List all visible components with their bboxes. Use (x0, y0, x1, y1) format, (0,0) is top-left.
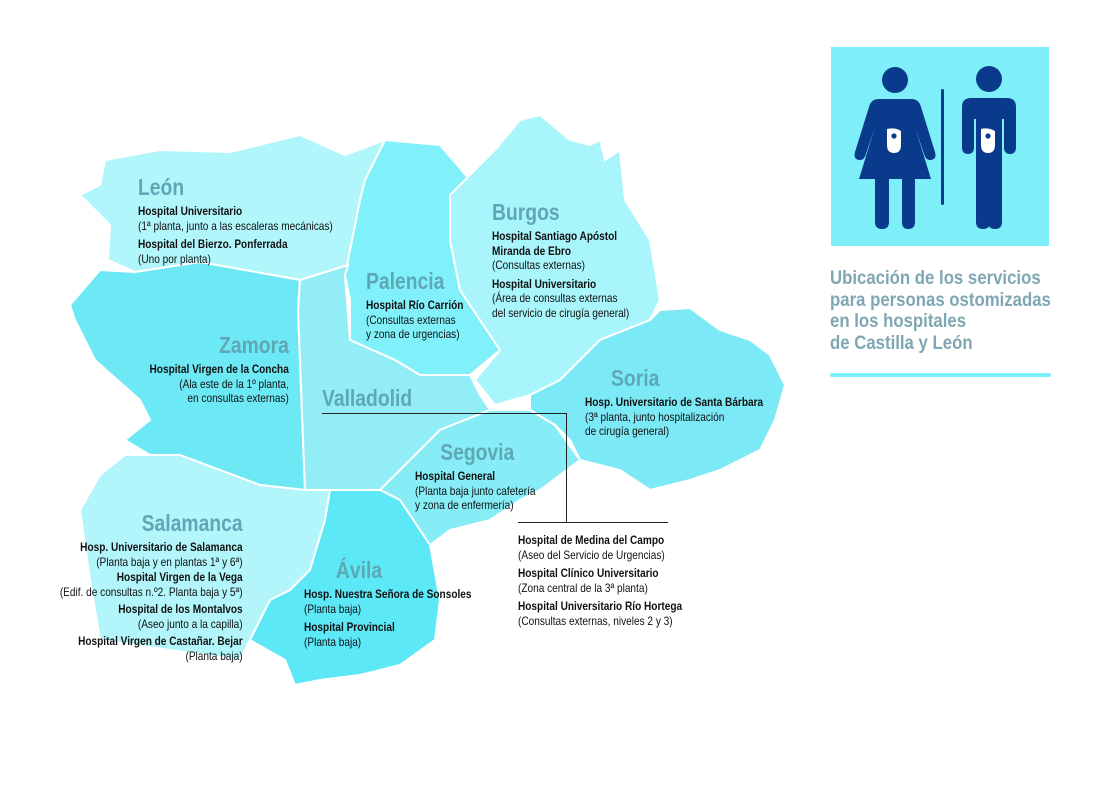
hospital-entry: Hosp. Universitario de Santa Bárbara (3ª … (585, 395, 764, 438)
province-label: Palencia (366, 268, 445, 294)
ostomy-bag-icon (887, 128, 995, 153)
hospital-entry: Hospital Virgen de la Vega (Edif. de cons… (60, 570, 243, 599)
province-label: Zamora (219, 332, 289, 358)
province-label: León (138, 174, 185, 200)
valladolid-hospitals: Hospital de Medina del Campo (Aseo del Se… (518, 533, 682, 632)
hospital-entry: Hospital Virgen de la Concha (Ala este de… (149, 362, 289, 405)
valladolid-leader-line (322, 413, 567, 414)
province-burgos-info: Burgos Hospital Santiago Apóstol Miranda… (492, 199, 629, 324)
province-avila (248, 489, 442, 687)
province-segovia-info: Segovia Hospital General (Planta baja jun… (415, 439, 535, 517)
province-palencia (343, 138, 502, 376)
province-zamora-info: Zamora Hospital Virgen de la Concha (Ala … (150, 332, 289, 410)
hospital-entry: Hospital Clínico Universitario (Zona cent… (518, 566, 659, 595)
province-label: Ávila (335, 557, 383, 583)
hospital-entry: Hospital Santiago Apóstol Miranda de Ebr… (492, 229, 618, 272)
province-label: Valladolid (322, 385, 413, 411)
hospital-entry: Hospital General (Planta baja junto cafet… (415, 469, 536, 512)
province-segovia (378, 409, 582, 547)
province-avila-info: Ávila Hosp. Nuestra Señora de Sonsoles (P… (304, 557, 471, 653)
hospital-entry: Hospital Río Carrión (Consultas externas … (366, 298, 464, 341)
province-soria (529, 306, 787, 492)
woman-head-icon (882, 67, 908, 93)
hospital-entry: Hospital Universitario Río Hortega (Consu… (518, 599, 683, 628)
hospital-entry: Hosp. Universitario de Salamanca (Planta … (80, 540, 243, 569)
province-label: Segovia (440, 439, 515, 465)
hospital-entry: Hospital Provincial (Planta baja) (304, 620, 395, 649)
province-label: Salamanca (142, 510, 243, 536)
province-palencia-info: Palencia Hospital Río Carrión (Consultas … (366, 268, 463, 346)
title-underline (830, 373, 1051, 377)
province-leon-info: León Hospital Universitario (1ª planta, j… (138, 174, 333, 270)
man-head-icon (976, 66, 1002, 92)
province-soria-info: Soria Hosp. Universitario de Santa Bárba… (585, 365, 763, 443)
valladolid-leader-line (518, 522, 668, 523)
hospital-entry: Hospital de los Montalvos (Aseo junto a l… (118, 602, 243, 631)
page-title: Ubicación de los servicios para personas… (830, 267, 1051, 354)
hospital-entry: Hosp. Nuestra Señora de Sonsoles (Planta … (304, 587, 472, 616)
province-burgos (449, 113, 662, 407)
province-label: Soria (611, 365, 660, 391)
province-salamanca-info: Salamanca Hosp. Universitario de Salaman… (60, 510, 243, 667)
hospital-entry: Hospital de Medina del Campo (Aseo del Se… (518, 533, 665, 562)
province-valladolid-info: Valladolid (322, 385, 412, 415)
ostomy-restroom-icon (831, 47, 1049, 246)
province-label: Burgos (492, 199, 560, 225)
hospital-entry: Hospital Universitario (Área de consultas… (492, 276, 630, 320)
hospital-entry: Hospital Universitario (1ª planta, junto … (138, 204, 333, 233)
hospital-entry: Hospital del Bierzo. Ponferrada (Uno por … (138, 237, 288, 266)
valladolid-leader-line (566, 413, 567, 523)
hospital-entry: Hospital Virgen de Castañar. Bejar (Plant… (78, 634, 243, 663)
